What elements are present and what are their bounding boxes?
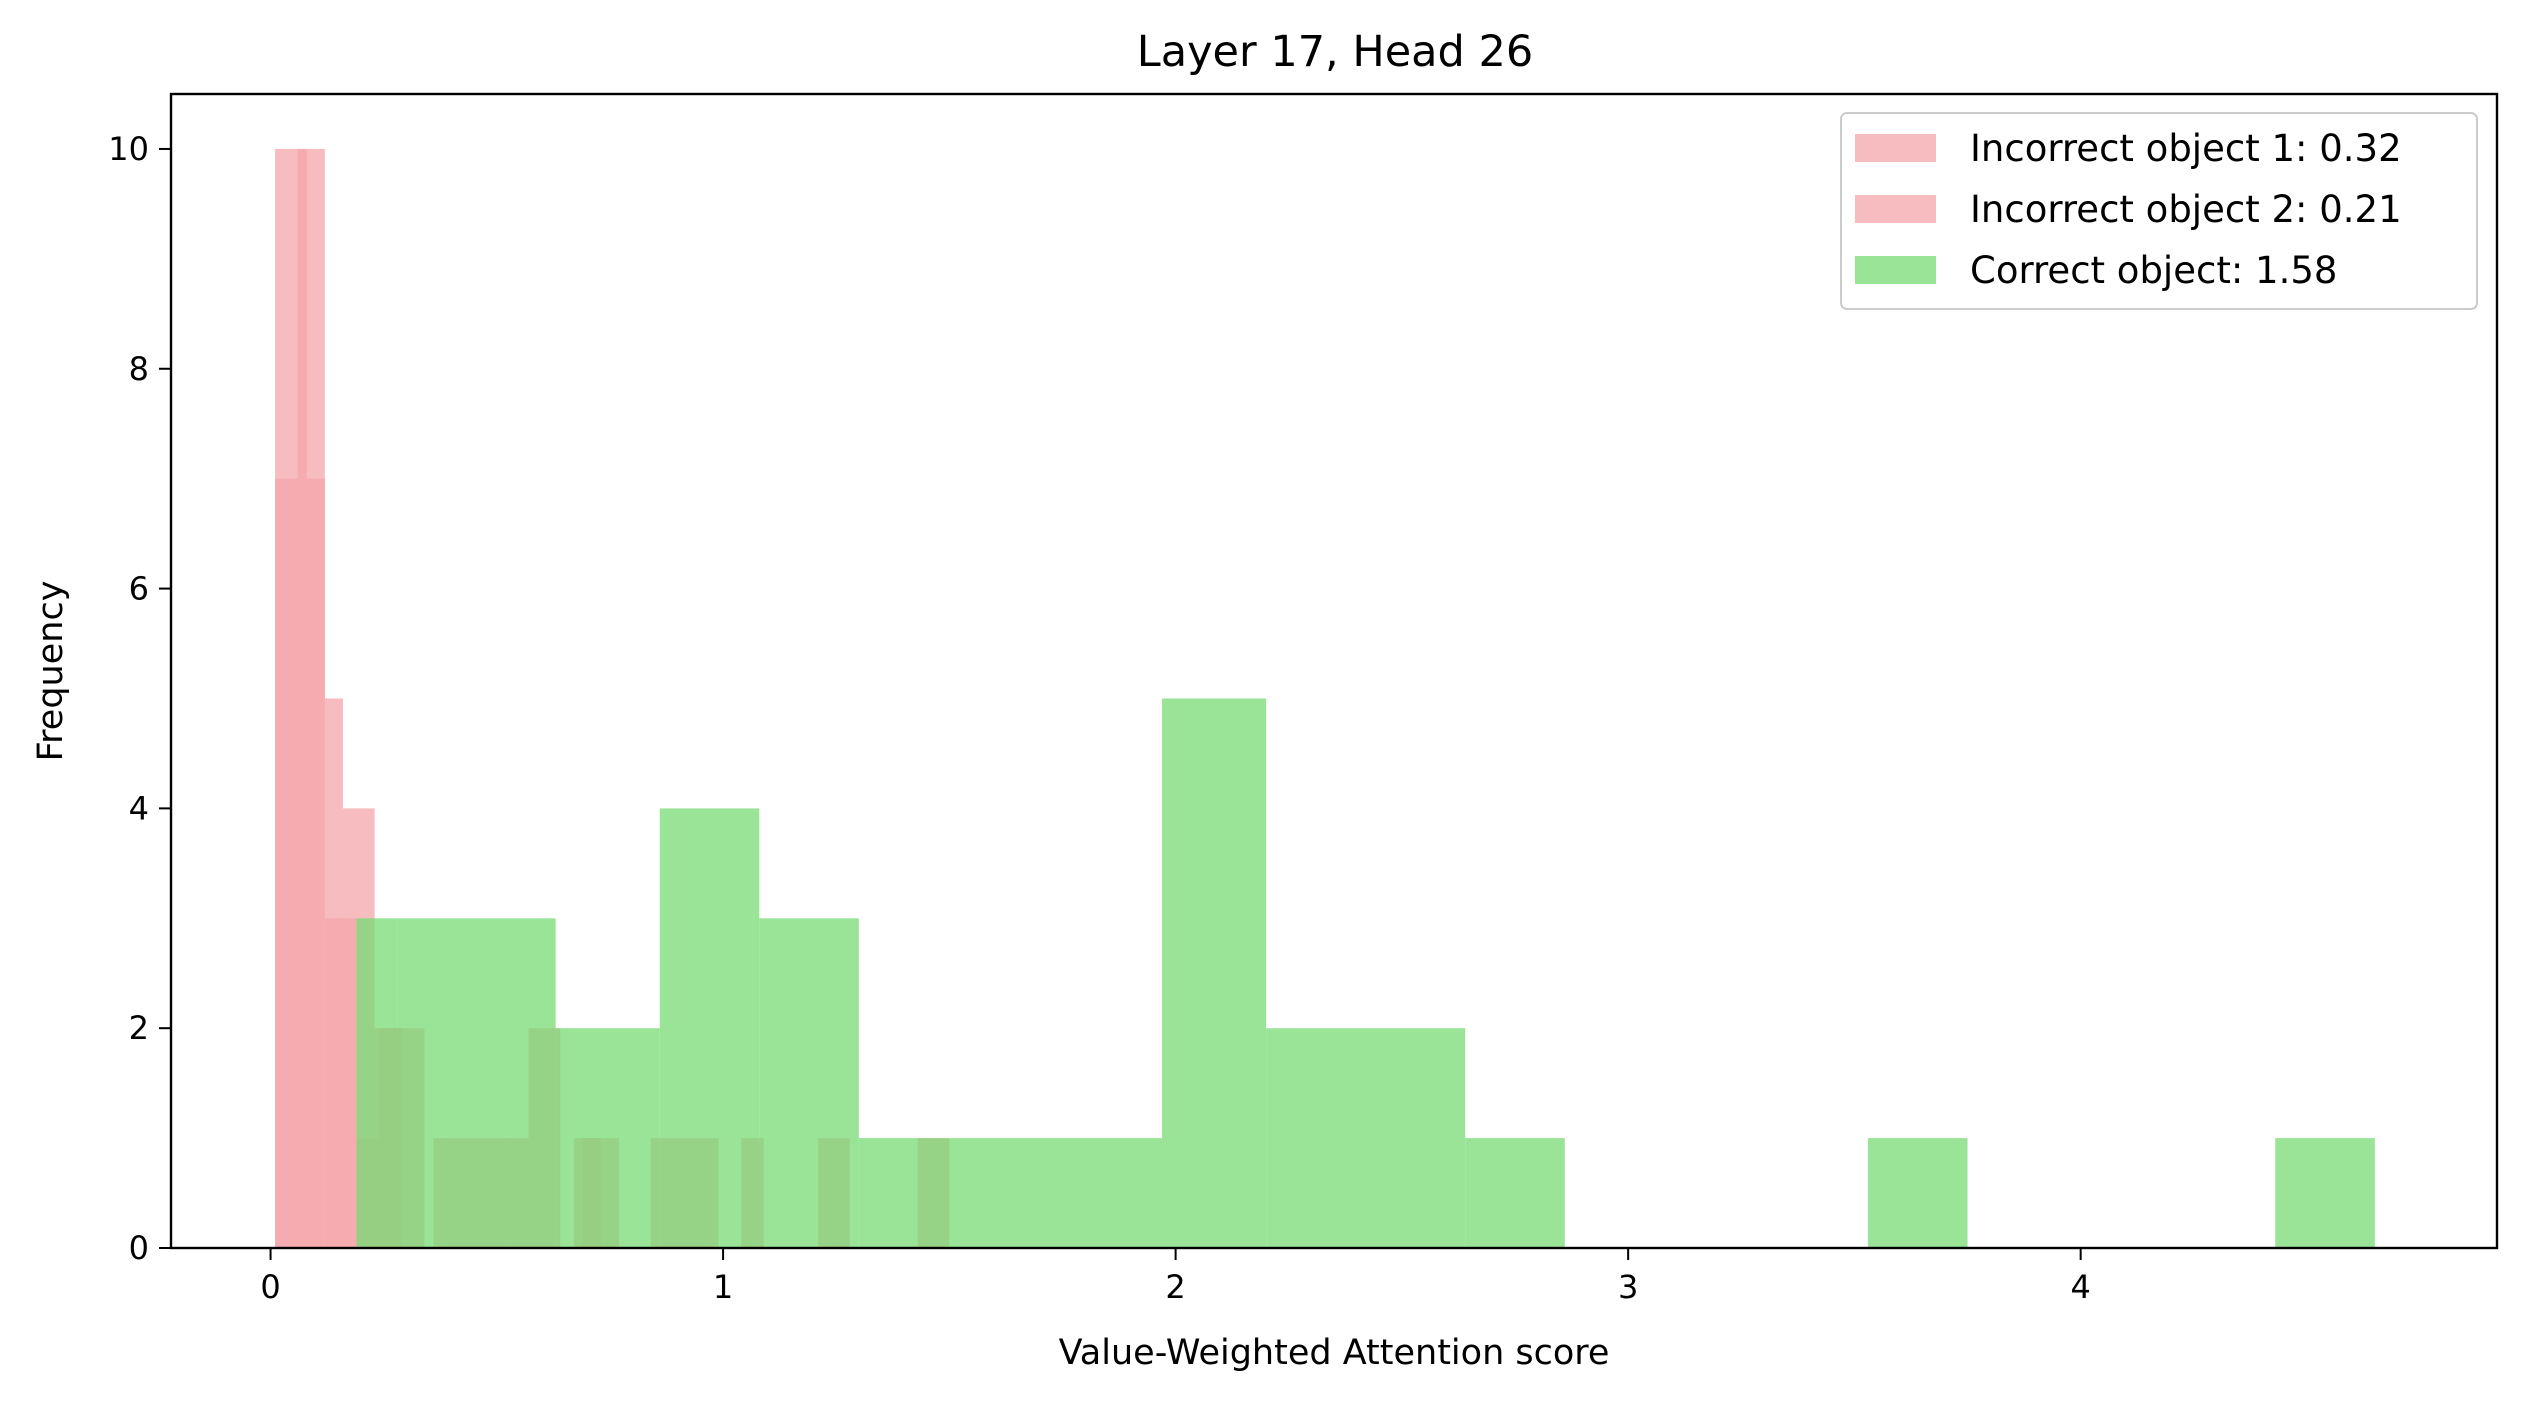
series-2-bar-5 xyxy=(858,1138,1163,1248)
legend-label-1: Incorrect object 2: 0.21 xyxy=(1970,188,2402,231)
series-2-bar-1 xyxy=(397,918,556,1248)
legend-label-2: Correct object: 1.58 xyxy=(1970,249,2337,292)
series-2-bars xyxy=(356,698,2375,1248)
y-tick-label-2: 4 xyxy=(129,789,149,827)
series-1-bar-3 xyxy=(324,918,357,1248)
series-2-bar-4 xyxy=(759,918,859,1248)
legend-swatch-0 xyxy=(1855,134,1936,162)
series-1-bar-0 xyxy=(275,478,298,1248)
chart-title: Layer 17, Head 26 xyxy=(1137,27,1533,77)
legend-label-0: Incorrect object 1: 0.32 xyxy=(1970,127,2402,170)
y-tick-label-3: 6 xyxy=(129,570,149,608)
series-2-bar-3 xyxy=(659,808,760,1248)
x-tick-label-0: 0 xyxy=(260,1268,280,1306)
legend-swatch-1 xyxy=(1855,195,1936,223)
y-tick-label-1: 2 xyxy=(129,1009,149,1047)
y-axis-title: Frequency xyxy=(31,581,71,762)
series-2-bar-0 xyxy=(356,918,398,1248)
x-axis-ticks: 0 1 2 3 4 xyxy=(260,1248,2091,1306)
series-2-bar-7 xyxy=(1266,1028,1466,1248)
y-tick-label-5: 10 xyxy=(108,130,149,168)
series-2-bar-6 xyxy=(1162,698,1267,1248)
x-tick-label-2: 2 xyxy=(1165,1268,1185,1306)
series-1-bar-2 xyxy=(306,478,325,1248)
series-2-bar-2 xyxy=(555,1028,660,1248)
y-axis-ticks: 0 2 4 6 8 10 xyxy=(108,130,171,1267)
legend-swatch-2 xyxy=(1855,256,1936,284)
y-tick-label-4: 8 xyxy=(129,350,149,388)
x-tick-label-3: 3 xyxy=(1618,1268,1638,1306)
y-tick-label-0: 0 xyxy=(129,1229,149,1267)
x-tick-label-1: 1 xyxy=(713,1268,733,1306)
series-2-bar-9 xyxy=(1867,1138,1968,1248)
series-1-bar-1 xyxy=(297,148,307,1249)
x-tick-label-4: 4 xyxy=(2070,1268,2090,1306)
x-axis-title: Value-Weighted Attention score xyxy=(1059,1333,1610,1373)
series-2-bar-10 xyxy=(2275,1138,2375,1248)
legend-box xyxy=(1840,112,2478,310)
legend: Incorrect object 1: 0.32 Incorrect object… xyxy=(1840,112,2478,310)
bars-layer xyxy=(275,148,2375,1249)
series-2-bar-8 xyxy=(1465,1138,1565,1248)
plot-frame xyxy=(169,92,2499,1250)
